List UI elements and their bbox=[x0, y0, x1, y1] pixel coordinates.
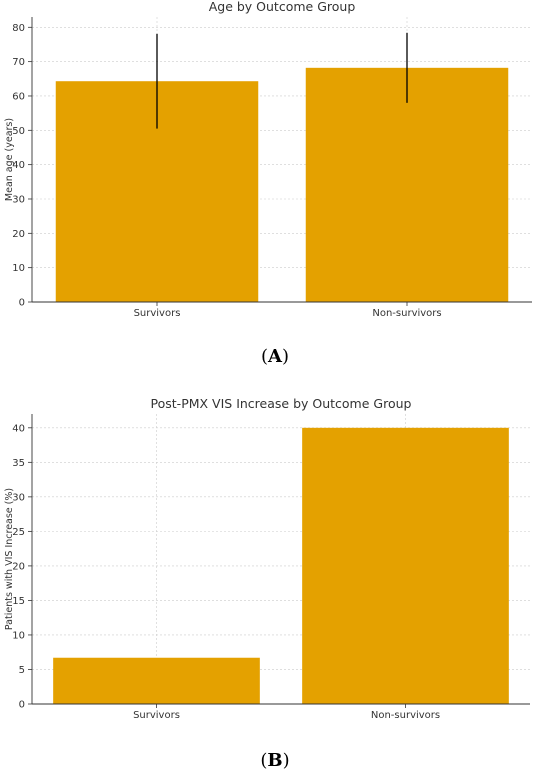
panel-label-b-letter: B bbox=[267, 750, 283, 771]
chart-b-x-tick-label: Survivors bbox=[133, 710, 180, 721]
chart-a-y-tick-label: 50 bbox=[12, 126, 25, 137]
chart-b-y-tick-label: 35 bbox=[12, 458, 25, 469]
chart-b: 0 5 10 15 20 25 30 35 40 Survivors Non-survivors Po… bbox=[0, 392, 550, 732]
chart-b-svg: 0 5 10 15 20 25 30 35 40 Survivors Non-survivors Po… bbox=[4, 396, 530, 721]
chart-a-y-tick-label: 20 bbox=[12, 229, 25, 240]
chart-a-x-tick-label: Non-survivors bbox=[372, 308, 441, 319]
chart-a-y-tick-label: 60 bbox=[12, 91, 25, 102]
chart-b-x-tick-label: Non-survivors bbox=[371, 710, 440, 721]
chart-b-y-tick-label: 20 bbox=[12, 561, 25, 572]
chart-b-y-tick-label: 0 bbox=[19, 700, 25, 711]
chart-a-svg: 0 10 20 30 40 50 60 70 80 Survivors Non-survivors A… bbox=[4, 0, 532, 319]
chart-b-y-tick-label: 5 bbox=[19, 665, 25, 676]
panel-label-a-letter: A bbox=[268, 346, 282, 367]
chart-a: 0 10 20 30 40 50 60 70 80 Survivors Non-survivors A… bbox=[0, 0, 550, 340]
chart-b-title: Post-PMX VIS Increase by Outcome Group bbox=[151, 396, 412, 411]
panel-label-b: (B) bbox=[260, 750, 290, 771]
chart-a-y-tick-label: 10 bbox=[12, 263, 25, 274]
chart-a-title: Age by Outcome Group bbox=[209, 0, 356, 14]
chart-a-y-tick-label: 40 bbox=[12, 160, 25, 171]
chart-a-y-tick-label: 0 bbox=[19, 298, 25, 309]
chart-a-x-tick-label: Survivors bbox=[134, 308, 181, 319]
chart-a-bar-non-survivors bbox=[305, 67, 509, 302]
panel-label-a: (A) bbox=[260, 346, 290, 367]
chart-b-y-axis-label: Patients with VIS Increase (%) bbox=[4, 488, 15, 630]
chart-a-y-tick-label: 80 bbox=[12, 23, 25, 34]
chart-b-bar-non-survivors bbox=[302, 427, 509, 704]
chart-b-bar-survivors bbox=[53, 657, 260, 704]
chart-b-y-tick-label: 15 bbox=[12, 596, 25, 607]
chart-b-y-tick-label: 10 bbox=[12, 630, 25, 641]
chart-a-y-axis-label: Mean age (years) bbox=[4, 118, 15, 201]
chart-a-y-tick-label: 70 bbox=[12, 57, 25, 68]
chart-b-y-tick-label: 30 bbox=[12, 492, 25, 503]
chart-a-y-tick-label: 30 bbox=[12, 194, 25, 205]
chart-b-y-tick-label: 40 bbox=[12, 423, 25, 434]
chart-b-y-tick-label: 25 bbox=[12, 527, 25, 538]
